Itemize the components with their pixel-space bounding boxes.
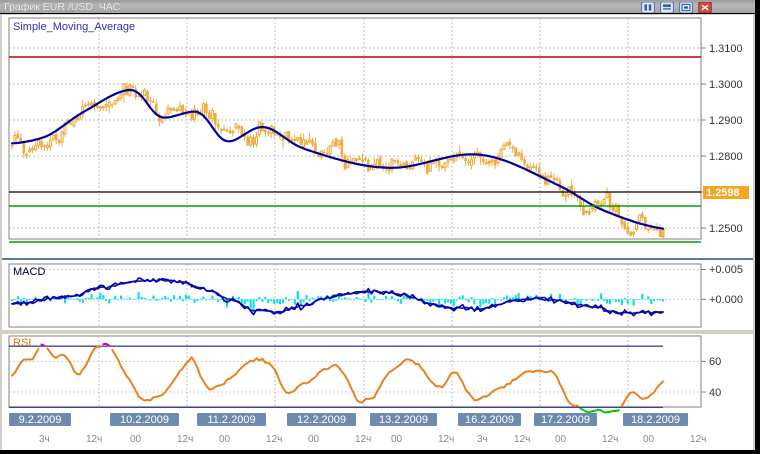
svg-text:1.2900: 1.2900 — [709, 115, 743, 127]
svg-text:1.3100: 1.3100 — [709, 43, 743, 55]
svg-text:Simple_Moving_Average: Simple_Moving_Average — [13, 21, 135, 33]
svg-text:+0.005: +0.005 — [709, 264, 743, 276]
svg-text:RSI: RSI — [13, 337, 31, 349]
svg-text:40: 40 — [709, 387, 721, 399]
svg-text:MACD: MACD — [13, 266, 45, 278]
svg-text:1.3000: 1.3000 — [709, 79, 743, 91]
svg-text:1.2598: 1.2598 — [706, 187, 740, 199]
svg-text:+0.000: +0.000 — [709, 294, 743, 306]
svg-text:1.2500: 1.2500 — [709, 223, 743, 235]
svg-text:60: 60 — [709, 356, 721, 368]
svg-text:1.2800: 1.2800 — [709, 151, 743, 163]
